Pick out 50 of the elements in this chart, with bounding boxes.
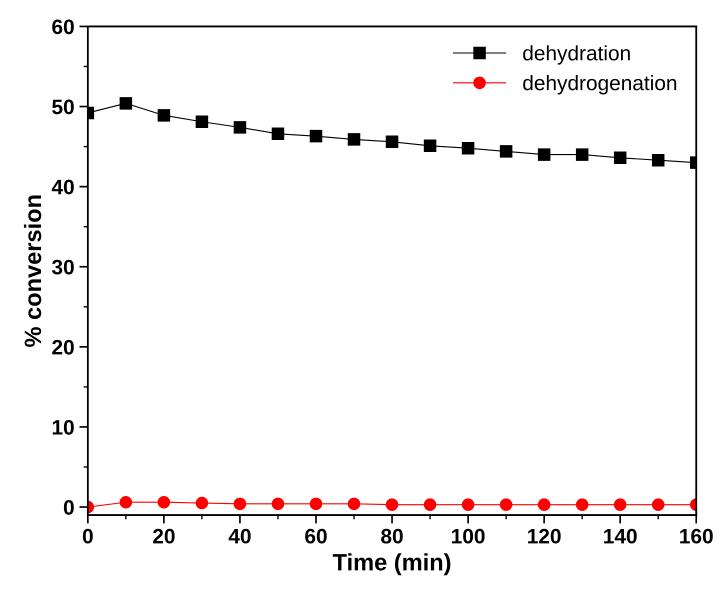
- point: [500, 498, 512, 511]
- point: [234, 121, 246, 134]
- point: [386, 498, 398, 511]
- x-tick-label: 20: [153, 528, 175, 544]
- point: [462, 142, 474, 154]
- point: [538, 498, 550, 511]
- x-tick-label: 40: [228, 528, 251, 544]
- point: [310, 498, 322, 510]
- point: [462, 498, 474, 511]
- point: [196, 496, 208, 510]
- point: [538, 148, 550, 161]
- point: [120, 97, 132, 110]
- legend-label: dehydrogenation: [523, 75, 676, 94]
- point: [120, 496, 132, 508]
- point: [576, 148, 588, 161]
- y-axis-title: % conversion: [24, 195, 42, 347]
- point: [196, 116, 208, 128]
- x-tick-label: 80: [381, 528, 403, 544]
- x-tick-label: 120: [528, 528, 561, 544]
- point: [158, 109, 170, 122]
- x-tick-label: 0: [82, 528, 93, 544]
- y-tick-label: 20: [52, 340, 74, 355]
- legend-label: dehydration: [523, 45, 630, 65]
- y-tick-label: 60: [52, 19, 74, 34]
- x-tick-label: 100: [452, 528, 485, 544]
- y-tick-label: 10: [52, 420, 74, 435]
- point: [576, 498, 588, 511]
- point: [234, 498, 246, 510]
- y-tick-label: 50: [52, 100, 74, 114]
- x-tick-label: 140: [604, 528, 637, 544]
- point: [158, 496, 170, 508]
- point: [652, 154, 664, 166]
- point: [272, 498, 284, 510]
- point: [386, 136, 398, 148]
- point: [272, 128, 284, 140]
- point: [424, 140, 436, 152]
- point: [614, 498, 626, 511]
- point: [500, 145, 512, 158]
- x-axis-title: Time (min): [332, 553, 450, 576]
- y-tick-label: 0: [64, 500, 74, 515]
- point: [652, 498, 664, 511]
- point: [310, 130, 322, 142]
- point: [348, 498, 360, 510]
- point: [614, 152, 626, 164]
- y-tick-label: 40: [52, 180, 74, 194]
- y-tick-label: 30: [52, 260, 74, 275]
- point: [424, 498, 436, 511]
- x-tick-label: 60: [305, 528, 327, 544]
- point: [348, 133, 360, 146]
- x-tick-label: 160: [680, 528, 713, 544]
